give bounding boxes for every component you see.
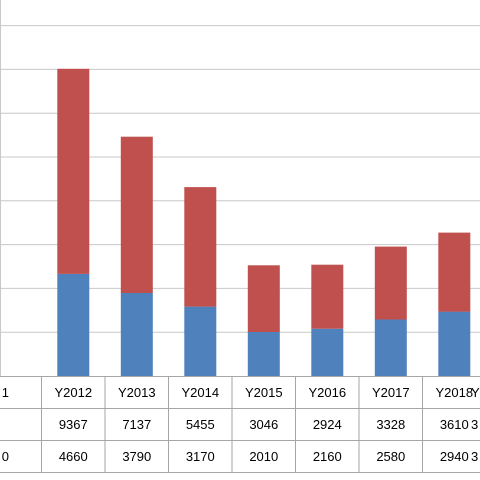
data-table: 1 Y2012 Y2013 Y2014 Y2015 Y2016 Y2017 Y2018Y2 93… bbox=[0, 376, 480, 473]
bar-y2018-series-1 bbox=[438, 311, 471, 376]
bar-y2013-series-1 bbox=[120, 293, 153, 376]
category-label-y2015: Y2015 bbox=[245, 385, 283, 400]
bar-y2012-series-2 bbox=[57, 68, 90, 274]
series-2-value-y2016: 2924 bbox=[313, 417, 342, 432]
bar-y2016-series-2 bbox=[311, 264, 344, 329]
category-label-y2017: Y2017 bbox=[372, 385, 410, 400]
bar-y2013-series-2 bbox=[120, 136, 153, 293]
series-1-value-y2011: 0 bbox=[2, 449, 9, 464]
category-label-y2012: Y2012 bbox=[55, 385, 93, 400]
series-1-value-y2013: 3790 bbox=[122, 449, 151, 464]
series-2-value-y2017: 3328 bbox=[376, 417, 405, 432]
category-label-y2019: Y2 bbox=[471, 385, 480, 400]
bar-y2017-series-1 bbox=[374, 319, 407, 376]
bar-y2012-series-1 bbox=[57, 273, 90, 376]
category-label-y2013: Y2013 bbox=[118, 385, 156, 400]
category-label-y2014: Y2014 bbox=[182, 385, 220, 400]
category-label-y2018: Y2018 bbox=[436, 385, 474, 400]
bar-y2015-series-2 bbox=[247, 265, 280, 332]
bar-y2017-series-2 bbox=[374, 246, 407, 320]
series-2-value-y2018: 3610 bbox=[440, 417, 469, 432]
series-2-value-y2013: 7137 bbox=[122, 417, 151, 432]
bar-y2014-series-2 bbox=[184, 187, 217, 307]
series-2-value-y2015: 3046 bbox=[249, 417, 278, 432]
series-1-value-y2017: 2580 bbox=[376, 449, 405, 464]
series-2-value-y2012: 9367 bbox=[59, 417, 88, 432]
bars bbox=[57, 68, 471, 376]
series-2-value-y2019: 3 bbox=[471, 417, 478, 432]
bar-y2015-series-1 bbox=[247, 332, 280, 376]
bar-y2016-series-1 bbox=[311, 328, 344, 376]
series-1-value-y2015: 2010 bbox=[249, 449, 278, 464]
series-1-value-y2016: 2160 bbox=[313, 449, 342, 464]
category-label-y2016: Y2016 bbox=[309, 385, 347, 400]
category-label-y2011: 1 bbox=[2, 385, 9, 400]
bar-y2018-series-2 bbox=[438, 232, 471, 312]
series-2-value-y2014: 5455 bbox=[186, 417, 215, 432]
series-1-value-y2014: 3170 bbox=[186, 449, 215, 464]
series-1-value-y2012: 4660 bbox=[59, 449, 88, 464]
series-1-value-y2018: 2940 bbox=[440, 449, 469, 464]
series-1-value-y2019: 3 bbox=[471, 449, 478, 464]
bar-y2014-series-1 bbox=[184, 306, 217, 376]
